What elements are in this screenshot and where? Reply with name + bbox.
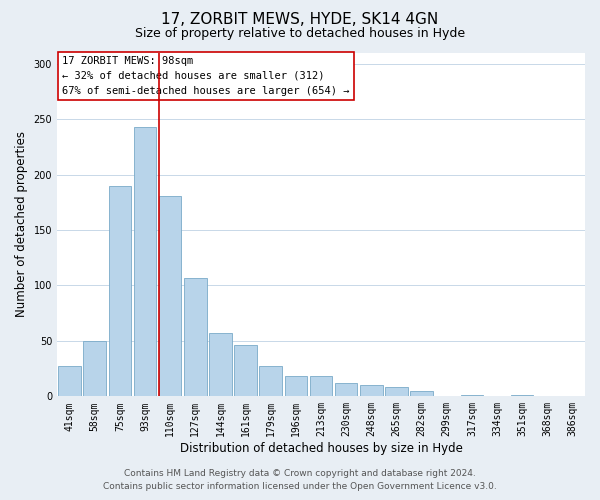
Bar [58, 366, 81, 396]
Bar [234, 346, 257, 397]
Bar [310, 376, 332, 396]
Text: 17, ZORBIT MEWS, HYDE, SK14 4GN: 17, ZORBIT MEWS, HYDE, SK14 4GN [161, 12, 439, 28]
Text: Contains HM Land Registry data © Crown copyright and database right 2024.
Contai: Contains HM Land Registry data © Crown c… [103, 470, 497, 491]
Bar [511, 395, 533, 396]
Bar [259, 366, 282, 396]
Bar [360, 385, 383, 396]
Bar [109, 186, 131, 396]
Bar [209, 333, 232, 396]
Bar [461, 395, 483, 396]
X-axis label: Distribution of detached houses by size in Hyde: Distribution of detached houses by size … [179, 442, 463, 455]
Bar [410, 391, 433, 396]
Bar [284, 376, 307, 396]
Bar [335, 383, 358, 396]
Y-axis label: Number of detached properties: Number of detached properties [15, 132, 28, 318]
Text: 17 ZORBIT MEWS: 98sqm
← 32% of detached houses are smaller (312)
67% of semi-det: 17 ZORBIT MEWS: 98sqm ← 32% of detached … [62, 56, 350, 96]
Bar [385, 388, 408, 396]
Bar [134, 127, 157, 396]
Bar [83, 341, 106, 396]
Bar [159, 196, 181, 396]
Text: Size of property relative to detached houses in Hyde: Size of property relative to detached ho… [135, 28, 465, 40]
Bar [184, 278, 206, 396]
